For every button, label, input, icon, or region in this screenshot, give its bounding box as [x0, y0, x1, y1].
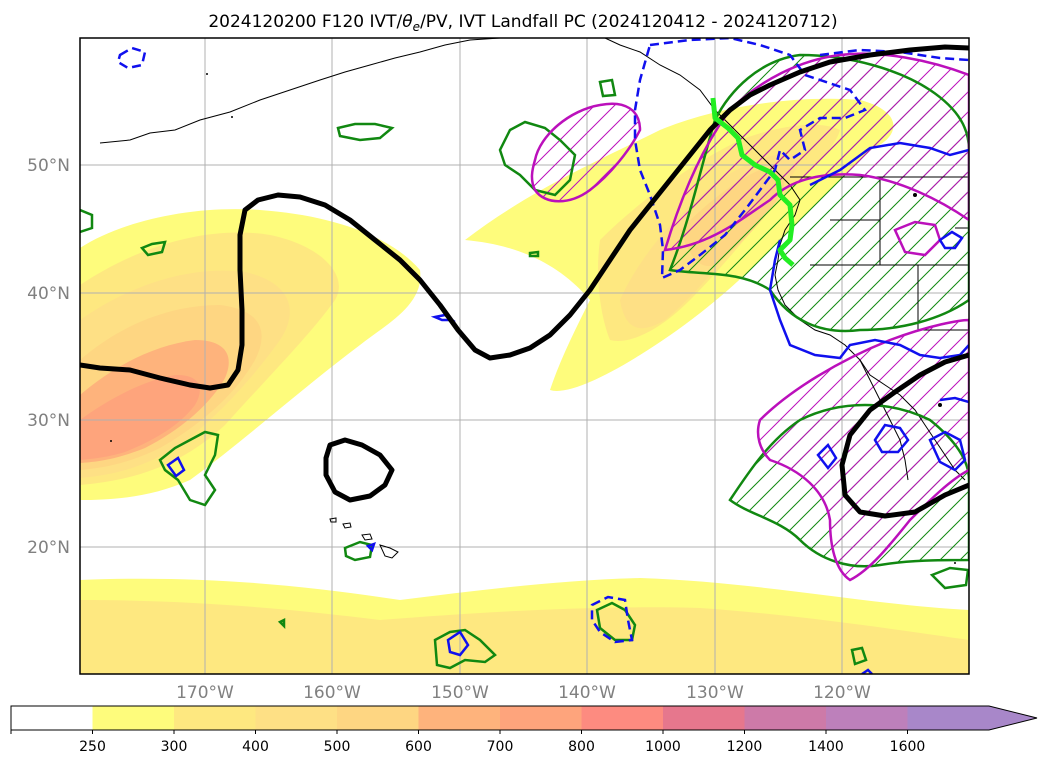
colorbar-segment: [744, 706, 827, 730]
colorbar-segment: [500, 706, 582, 730]
colorbar-tick-label: 800: [568, 739, 595, 755]
baja-california: [859, 359, 909, 481]
lat-label-40: 40°N: [27, 284, 70, 304]
hawaii-kauai: [329, 517, 337, 523]
colorbar-segment: [663, 706, 745, 730]
ivt-700-west: [80, 374, 200, 460]
pv-contour-hawaii-loop: [323, 437, 395, 503]
lat-label-30: 30°N: [27, 411, 70, 431]
colorbar-segment: [581, 706, 664, 730]
lon-label-160w: 160°W: [303, 683, 361, 703]
colorbar-tick-label: 400: [242, 739, 269, 755]
ivt-300-south: [80, 600, 969, 674]
ivt-landfall-line: [710, 97, 795, 267]
colorbar-segment: [92, 706, 175, 730]
blue-contour-south-2: [816, 442, 838, 471]
hawaii-maui: [361, 533, 373, 541]
green-contour-point: [277, 617, 286, 630]
blue-contour-south-1: [446, 630, 470, 657]
hatched-regions: [531, 53, 969, 580]
magenta-hatch-south: [758, 320, 969, 580]
magenta-contour-nw: [530, 102, 642, 203]
colorbar-segment: [337, 706, 419, 730]
blue-contours: [116, 38, 969, 674]
pv-contour-south-loop: [839, 352, 969, 519]
colorbar-tick-label: 500: [324, 739, 351, 755]
blue-contour-bottom: [861, 668, 873, 674]
latitude-labels: 50°N 40°N 30°N 20°N: [27, 156, 70, 558]
hawaii-big-island: [379, 544, 399, 559]
lon-label-150w: 150°W: [431, 683, 489, 703]
green-contour-west-1: [139, 240, 167, 257]
blue-contour-west: [166, 456, 186, 478]
colorbar-extend-arrow: [907, 706, 1037, 730]
blue-contour-idaho: [938, 230, 964, 250]
green-contour-gulf-1: [498, 120, 577, 197]
colorbar-outline: [10, 705, 1038, 731]
green-contour-south-3: [850, 646, 868, 666]
colorbar-segment: [255, 706, 338, 730]
green-contour-center: [528, 250, 540, 258]
blue-dashed-contour-north: [633, 38, 867, 280]
blue-contour-hawaii: [365, 542, 376, 553]
colorbar: 250 300 400 500 600 700 800 1000 1200 1400 1600: [10, 705, 1038, 755]
blue-dashed-contour-top-right: [819, 48, 969, 62]
map-title: 2024120200 F120 IVT/θe/PV, IVT Landfall …: [208, 12, 837, 34]
blue-contour-mexico-2: [928, 430, 967, 472]
colorbar-segment: [826, 706, 908, 730]
green-contour-south-1: [433, 628, 497, 670]
island-dots: [110, 73, 956, 564]
lon-label-140w: 140°W: [558, 683, 616, 703]
magenta-contour-south: [756, 318, 969, 582]
blue-contour-south-3: [873, 423, 910, 454]
colorbar-tick-label: 1600: [890, 739, 926, 755]
colorbar-segment: [418, 706, 501, 730]
blue-dashed-contour-south: [590, 595, 634, 644]
colorbar-segment: [11, 706, 93, 730]
green-contour-gulf-2: [598, 78, 617, 98]
map-panel: [80, 38, 969, 674]
green-contour-alaska: [336, 122, 395, 142]
pv-contour-main: [80, 44, 969, 391]
colorbar-tick-label: 1400: [808, 739, 844, 755]
lon-label-170w: 170°W: [176, 683, 234, 703]
blue-contour-mexico: [939, 396, 969, 404]
blue-contour-coast: [809, 141, 969, 187]
map-frame: [79, 37, 970, 675]
alaska-aleutians-coast: [99, 38, 501, 144]
lat-label-20: 20°N: [27, 538, 70, 558]
longitude-labels: 170°W 160°W 150°W 140°W 130°W 120°W: [176, 683, 871, 703]
green-contour-hawaii: [343, 540, 374, 562]
colorbar-tick-label: 1000: [645, 739, 681, 755]
pv-contours: [80, 44, 969, 519]
green-contour-west-edge: [80, 208, 94, 234]
magenta-hatch-nw: [531, 103, 640, 202]
green-contour-ecoast: [929, 566, 969, 590]
green-contour-west-2: [158, 430, 220, 507]
colorbar-tick-label: 1200: [727, 739, 763, 755]
lon-label-120w: 120°W: [813, 683, 871, 703]
colorbar-tick-label: 300: [161, 739, 188, 755]
colorbar-tick-label: 700: [487, 739, 514, 755]
lon-label-130w: 130°W: [686, 683, 744, 703]
colorbar-tick-label: 250: [79, 739, 106, 755]
green-contour-south-2: [595, 601, 637, 642]
colorbar-segment: [174, 706, 256, 730]
colorbar-tick-label: 600: [405, 739, 432, 755]
hawaii-oahu: [342, 522, 352, 529]
lat-label-50: 50°N: [27, 156, 70, 176]
blue-contour-coast-2: [768, 239, 969, 360]
